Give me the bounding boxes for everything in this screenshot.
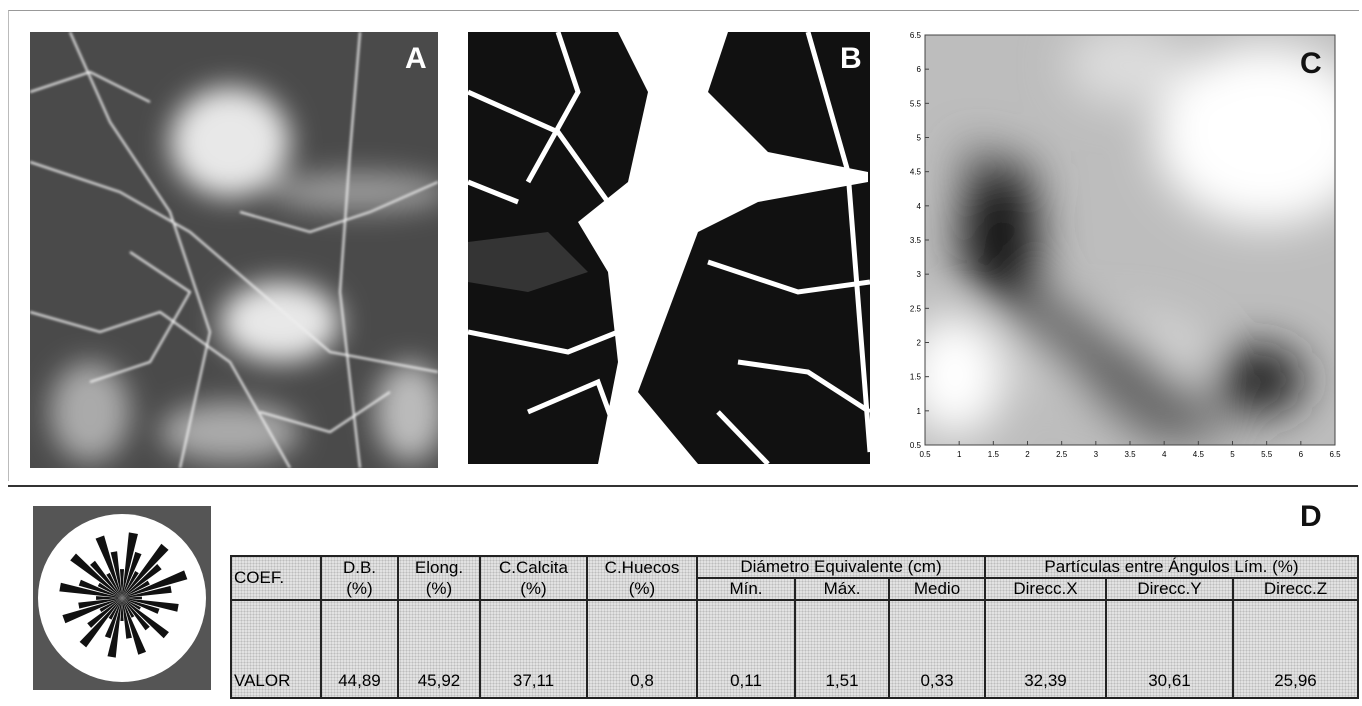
y-tick-label: 3 (917, 270, 922, 279)
photo-a (30, 32, 438, 468)
header-cell: Direcc.Z (1233, 578, 1358, 600)
value-cell: 0,11 (697, 600, 795, 698)
y-tick-label: 6 (917, 65, 922, 74)
x-tick-label: 2.5 (1056, 450, 1068, 459)
y-tick-label: 4.5 (910, 168, 922, 177)
value-cell: 30,61 (1106, 600, 1233, 698)
y-tick-label: 2 (917, 339, 922, 348)
value-cell: 44,89 (321, 600, 398, 698)
x-tick-label: 6 (1299, 450, 1304, 459)
x-tick-label: 4 (1162, 450, 1167, 459)
y-tick-label: 5 (917, 134, 922, 143)
value-cell: 25,96 (1233, 600, 1358, 698)
rose-diagram (33, 506, 211, 690)
y-tick-label: 5.5 (910, 99, 922, 108)
header-cell: Direcc.X (985, 578, 1106, 600)
value-cell: 0,8 (587, 600, 697, 698)
coefficient-table: COEF. D.B. Elong. C.Calcita C.Huecos Diá… (230, 555, 1359, 699)
y-tick-label: 1.5 (910, 373, 922, 382)
y-tick-label: 3.5 (910, 236, 922, 245)
header-cell: C.Calcita (480, 556, 587, 578)
x-tick-label: 3 (1094, 450, 1099, 459)
y-tick-label: 4 (917, 202, 922, 211)
header-cell: COEF. (231, 556, 321, 600)
x-tick-label: 0.5 (919, 450, 931, 459)
panel-label: B (840, 42, 862, 76)
x-tick-label: 6.5 (1329, 450, 1341, 459)
header-cell: (%) (398, 578, 480, 600)
binary-b (468, 32, 870, 464)
y-tick-label: 1 (917, 407, 922, 416)
value-cell: 37,11 (480, 600, 587, 698)
panel-label: A (405, 42, 427, 76)
value-cell: 32,39 (985, 600, 1106, 698)
x-tick-label: 1.5 (988, 450, 1000, 459)
x-tick-label: 2 (1025, 450, 1030, 459)
header-cell: (%) (480, 578, 587, 600)
figure: A B 0.5 1 1.5 2 2.5 3 3.5 4 4.5 5 5.5 6 6.5 0.5 1 1.5 2 2… (0, 0, 1362, 706)
header-cell: Elong. (398, 556, 480, 578)
value-cell: VALOR (231, 600, 321, 698)
value-cell: 1,51 (795, 600, 889, 698)
header-cell: D.B. (321, 556, 398, 578)
x-tick-label: 5 (1230, 450, 1235, 459)
header-cell: Medio (889, 578, 985, 600)
header-cell: Diámetro Equivalente (cm) (697, 556, 985, 578)
value-cell: 45,92 (398, 600, 480, 698)
separator (8, 485, 1358, 487)
header-cell: (%) (587, 578, 697, 600)
y-tick-label: 6.5 (910, 31, 922, 40)
x-tick-label: 4.5 (1193, 450, 1205, 459)
y-tick-label: 0.5 (910, 441, 922, 450)
x-tick-label: 5.5 (1261, 450, 1273, 459)
header-cell: Mín. (697, 578, 795, 600)
x-tick-label: 1 (957, 450, 962, 459)
header-cell: Máx. (795, 578, 889, 600)
header-cell: (%) (321, 578, 398, 600)
value-cell: 0,33 (889, 600, 985, 698)
panel-label: C (1300, 47, 1322, 81)
x-tick-label: 3.5 (1124, 450, 1136, 459)
header-cell: Partículas entre Ángulos Lím. (%) (985, 556, 1358, 578)
panel-label: D (1300, 500, 1322, 534)
y-tick-label: 2.5 (910, 304, 922, 313)
header-cell: Direcc.Y (1106, 578, 1233, 600)
contour-plot: 0.5 1 1.5 2 2.5 3 3.5 4 4.5 5 5.5 6 6.5 0.5 1 1.5 2 2.5 3 3… (895, 25, 1345, 465)
header-cell: C.Huecos (587, 556, 697, 578)
